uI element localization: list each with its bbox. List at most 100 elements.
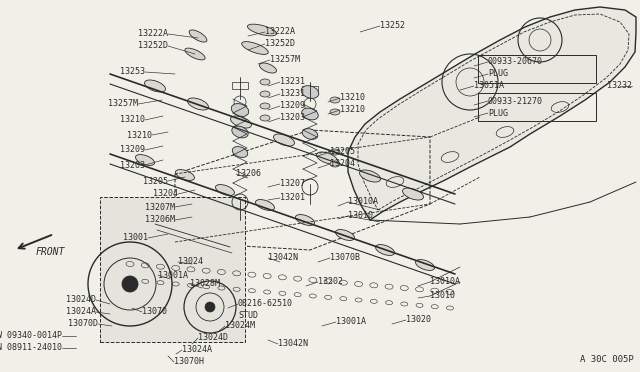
Text: 13209: 13209 [280,102,305,110]
Text: STUD: STUD [238,311,258,321]
Text: PLUG: PLUG [488,70,508,78]
Text: 13010: 13010 [348,212,373,221]
Text: PLUG: PLUG [488,109,508,118]
Text: 13206M: 13206M [145,215,175,224]
Text: 13252D: 13252D [138,42,168,51]
Text: 13001A: 13001A [336,317,366,327]
Text: 13232: 13232 [607,81,632,90]
Text: 13205: 13205 [330,148,355,157]
Text: 13207M: 13207M [145,202,175,212]
Ellipse shape [296,215,314,225]
Text: 13210: 13210 [340,106,365,115]
Circle shape [205,302,215,312]
Text: 13210: 13210 [127,131,152,140]
Bar [478,93,596,121]
Ellipse shape [260,79,270,85]
Text: 13020: 13020 [406,315,431,324]
Ellipse shape [260,115,270,121]
Text: 13070H: 13070H [174,357,204,366]
Text: N 08911-24010: N 08911-24010 [0,343,62,353]
Bar [478,55,596,83]
Bar [302,86,318,93]
Text: 13024A: 13024A [66,308,96,317]
Ellipse shape [189,30,207,42]
Text: 13257M: 13257M [108,99,138,109]
Ellipse shape [330,161,340,167]
Ellipse shape [376,244,394,256]
Text: 13001A: 13001A [158,270,188,279]
Text: 13024A: 13024A [182,346,212,355]
Text: 13201: 13201 [280,193,305,202]
Text: W 09340-0014P: W 09340-0014P [0,331,62,340]
Text: 13024M: 13024M [225,321,255,330]
Polygon shape [348,7,636,220]
Ellipse shape [330,97,340,103]
Ellipse shape [360,170,380,182]
Text: 00933-20670: 00933-20670 [488,58,543,67]
Ellipse shape [230,116,252,128]
Ellipse shape [248,24,276,36]
Ellipse shape [260,91,270,97]
Text: 13231: 13231 [280,90,305,99]
Bar [232,82,248,89]
Text: 13070D: 13070D [68,320,98,328]
Text: 13204: 13204 [153,189,178,199]
Ellipse shape [232,126,248,138]
Text: 13252D: 13252D [265,39,295,48]
Text: 13010A: 13010A [430,278,460,286]
Text: 13042N: 13042N [278,340,308,349]
Ellipse shape [330,109,340,115]
Ellipse shape [136,154,154,166]
Text: 13231: 13231 [280,77,305,87]
Text: 13203: 13203 [280,113,305,122]
Text: 13010: 13010 [430,292,455,301]
Ellipse shape [403,188,424,200]
Text: 13252: 13252 [380,22,405,31]
Text: 13001: 13001 [123,234,148,243]
Text: 13209: 13209 [120,145,145,154]
Text: 13203: 13203 [120,160,145,170]
Text: 13024D: 13024D [66,295,96,305]
Text: 13070: 13070 [142,308,167,317]
Text: 13207: 13207 [280,180,305,189]
Text: 13253: 13253 [120,67,145,77]
Text: A 30C 005P: A 30C 005P [580,355,634,364]
Text: 13010A: 13010A [348,198,378,206]
Text: 00933-21270: 00933-21270 [488,96,543,106]
Ellipse shape [335,230,355,240]
Text: 13028M: 13028M [190,279,220,289]
Text: 13257M: 13257M [270,55,300,64]
Text: 13024: 13024 [178,257,203,266]
Ellipse shape [185,48,205,60]
Text: 13222A: 13222A [138,29,168,38]
Text: 13206: 13206 [236,170,261,179]
Ellipse shape [216,185,234,195]
Ellipse shape [415,260,435,270]
Text: 13042N: 13042N [268,253,298,263]
Circle shape [122,276,138,292]
Ellipse shape [255,199,275,211]
Ellipse shape [260,103,270,109]
Ellipse shape [273,134,294,146]
Text: 13202: 13202 [318,278,343,286]
Text: 13070B: 13070B [330,253,360,263]
Ellipse shape [145,80,166,92]
Ellipse shape [301,108,318,120]
Text: 08216-62510: 08216-62510 [238,299,293,308]
Ellipse shape [242,42,268,54]
Text: FRONT: FRONT [36,247,65,257]
Ellipse shape [175,170,195,180]
Text: 13051A: 13051A [474,81,504,90]
Text: 13210: 13210 [120,115,145,125]
Text: 13024D: 13024D [198,334,228,343]
Ellipse shape [301,86,319,98]
Ellipse shape [232,147,248,157]
Text: 13210: 13210 [340,93,365,103]
Ellipse shape [330,149,340,155]
Text: 13204: 13204 [330,160,355,169]
Ellipse shape [231,103,249,116]
Text: 13205: 13205 [143,176,168,186]
Text: 13222A: 13222A [265,28,295,36]
Ellipse shape [302,129,318,140]
Ellipse shape [317,152,337,164]
